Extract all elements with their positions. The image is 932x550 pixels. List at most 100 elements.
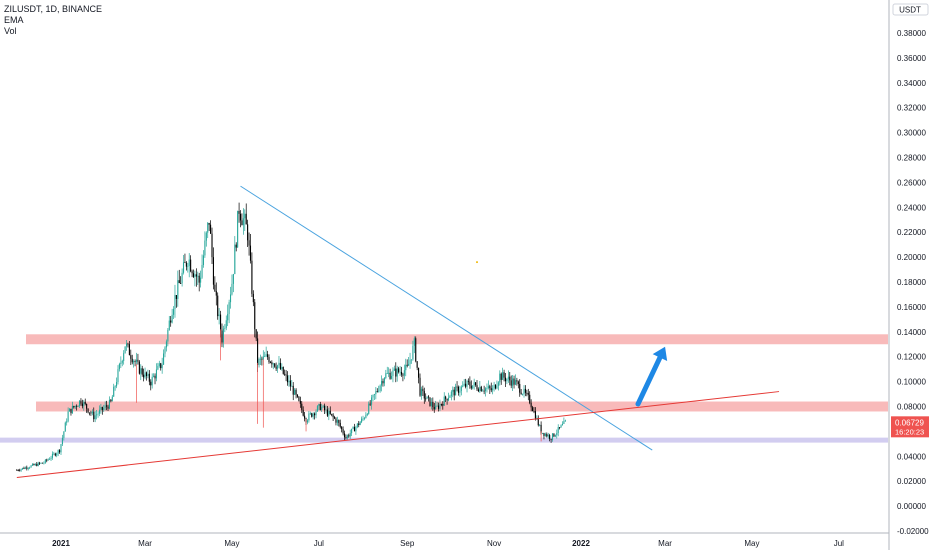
candle-down [428, 396, 430, 398]
candle-up [43, 462, 45, 464]
candle-down [432, 402, 434, 408]
price-tick-label: 0.08000 [897, 403, 926, 412]
candle-up [155, 369, 158, 379]
candle-up [205, 232, 207, 241]
candle-up [455, 386, 457, 396]
candle-down [80, 400, 82, 404]
candle-down [26, 467, 28, 469]
candle-down [415, 338, 417, 362]
candle-up [147, 373, 149, 377]
candle-up [68, 408, 71, 412]
currency-badge[interactable] [892, 3, 929, 16]
candle-up [161, 364, 163, 369]
candle-up [163, 353, 165, 365]
candle-down [191, 271, 193, 274]
ascending-trendline[interactable] [16, 391, 780, 478]
candle-down [465, 383, 467, 387]
candle-down [429, 397, 431, 406]
candle-down [503, 372, 505, 378]
candle-up [272, 363, 274, 365]
candle-down [470, 385, 472, 389]
candle-up [103, 408, 105, 411]
candle-down [553, 433, 555, 437]
candle-down [170, 320, 172, 323]
price-tick-label: 0.10000 [897, 378, 926, 387]
time-axis[interactable]: 2021 Mar May Jul Sep Nov 2022 Mar May Jul [0, 532, 889, 548]
candle-down [286, 375, 289, 383]
time-tick-label: Mar [138, 539, 152, 548]
candle-down [255, 329, 257, 339]
candle-down [467, 380, 470, 382]
candle-down [143, 374, 145, 378]
candle-up [368, 403, 370, 414]
candle-down [534, 411, 536, 420]
candle-down [285, 374, 287, 376]
price-axis[interactable]: USDT 0.38000 0.36000 0.34000 0.32000 0.30000 0… [888, 0, 929, 550]
candle-down [527, 393, 529, 395]
candle-down [141, 368, 143, 375]
candle-down [490, 388, 492, 391]
candle-up [157, 365, 159, 370]
candle-up [497, 382, 499, 386]
price-tick-label: 0.12000 [897, 353, 926, 362]
candle-up [100, 407, 102, 410]
candle-up [352, 426, 354, 429]
candle-up [315, 411, 317, 416]
candle-down [339, 422, 341, 427]
candle-down [54, 453, 56, 456]
candle-up [125, 343, 128, 347]
candle-down [500, 373, 502, 380]
candle-up [564, 420, 566, 422]
price-tick-label: 0.22000 [897, 228, 926, 237]
candle-up [479, 386, 481, 392]
time-tick-label: Jul [834, 539, 844, 548]
price-tick-label: 0.14000 [897, 328, 926, 337]
time-tick-label: Nov [487, 539, 501, 548]
candle-up [222, 328, 224, 343]
legend-symbol[interactable]: ZILUSDT, 1D, BINANCE [4, 4, 103, 14]
candle-down [311, 413, 313, 417]
candle-down [107, 406, 109, 409]
candle-up [114, 386, 116, 388]
candle-down [217, 295, 219, 317]
price-tick-label: -0.02000 [897, 527, 929, 536]
candle-up [443, 396, 445, 406]
candle-down [543, 432, 545, 436]
candle-down [433, 407, 435, 410]
candle-up [439, 404, 441, 409]
candle-up [493, 384, 495, 389]
candle-up [561, 423, 564, 426]
candle-down [331, 413, 333, 415]
candle-down [137, 359, 139, 362]
descending-trendline[interactable] [240, 185, 653, 451]
candle-up [218, 314, 220, 317]
resistance-zone-2[interactable] [36, 401, 888, 412]
candle-up [133, 361, 135, 363]
time-tick-label: 2021 [52, 539, 70, 548]
candle-down [338, 420, 340, 423]
candle-up [396, 368, 398, 377]
candle-up [563, 421, 565, 424]
legend-indicator-vol[interactable]: Vol [4, 26, 17, 36]
candle-down [251, 260, 253, 294]
price-tick-label: 0.28000 [897, 154, 926, 163]
candle-up [522, 394, 524, 395]
candle-up [472, 385, 474, 389]
candle-down [128, 344, 130, 356]
currency-label: USDT [899, 6, 921, 15]
candle-up [111, 396, 113, 402]
legend-indicator-ema[interactable]: EMA [4, 15, 24, 25]
candle-up [388, 372, 390, 374]
candle-up [499, 373, 501, 383]
candle-up [281, 366, 283, 369]
candle-up [351, 428, 353, 434]
candle-up [544, 433, 546, 436]
resistance-zone-1[interactable] [26, 334, 888, 345]
candle-down [39, 462, 41, 464]
candle-up [97, 413, 99, 415]
support-zone[interactable] [0, 437, 888, 443]
breakout-arrow[interactable] [635, 346, 668, 407]
candle-up [71, 405, 73, 414]
candle-down [453, 389, 455, 396]
